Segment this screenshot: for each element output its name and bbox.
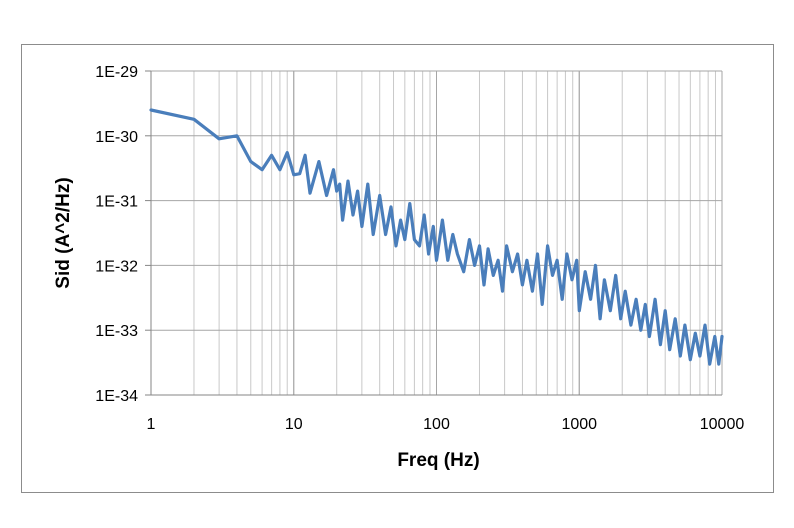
y-tick-label: 1E-30 (95, 129, 138, 146)
y-axis-title: Sid (A^2/Hz) (53, 177, 74, 288)
x-tick-label: 10000 (700, 416, 745, 433)
y-tick-label: 1E-34 (95, 388, 138, 405)
x-tick-label: 1000 (561, 416, 597, 433)
series-line (149, 108, 724, 366)
y-tick-label: 1E-31 (95, 194, 138, 211)
y-tick-label: 1E-29 (95, 64, 138, 81)
chart-frame (21, 44, 774, 493)
y-tick-label: 1E-33 (95, 323, 138, 340)
x-tick-label: 100 (423, 416, 450, 433)
y-tick-label: 1E-32 (95, 258, 138, 275)
x-tick-label: 1 (147, 416, 156, 433)
x-tick-label: 10 (285, 416, 303, 433)
x-axis-title: Freq (Hz) (397, 450, 479, 471)
